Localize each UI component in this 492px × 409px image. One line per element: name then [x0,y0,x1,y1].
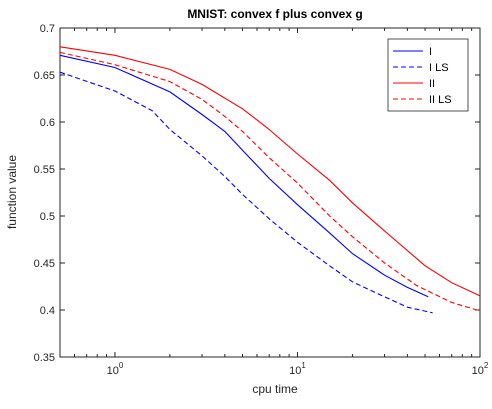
series-line-i [59,54,429,298]
series-line-ii [59,46,481,297]
legend-label: I LS [429,62,449,74]
legend-box [387,38,469,112]
y-tick-label: 0.6 [40,117,55,129]
x-tick-label: 102 [472,361,489,377]
legend-label: II [429,78,435,90]
legend-label: I [429,46,432,58]
series-line-ii-ls [59,51,481,312]
x-axis-label: cpu time [252,382,298,396]
axes-box [59,27,481,358]
legend-label: II LS [429,94,452,106]
series-line-i-ls [59,71,433,314]
y-tick-label: 0.65 [34,70,55,82]
y-tick-label: 0.7 [40,23,55,35]
plot-area: 100 101 102 0.35 0.4 0.45 0.5 0.55 0.6 0.65 0.7 [34,23,489,377]
x-tick-label: 100 [107,361,124,377]
y-tick-label: 0.4 [40,305,55,317]
y-tick-label: 0.45 [34,258,55,270]
y-tick-label: 0.55 [34,164,55,176]
x-tick-label: 101 [289,361,306,377]
y-tick-label: 0.5 [40,211,55,223]
y-axis-label: function value [5,155,19,229]
y-tick-label: 0.35 [34,352,55,364]
chart-title: MNIST: convex f plus convex g [187,7,362,21]
